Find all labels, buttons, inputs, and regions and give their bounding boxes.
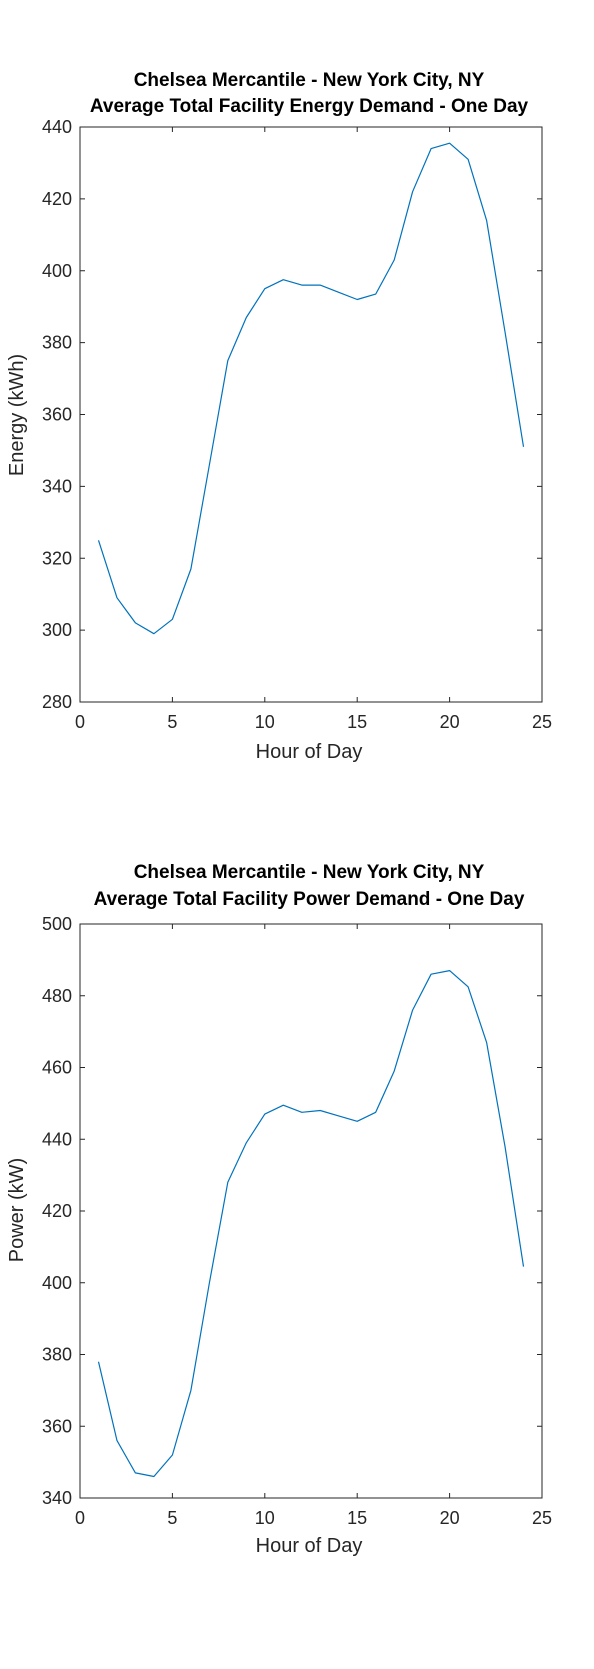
y-tick-label: 340 [42,476,72,496]
series-line [97,142,525,635]
x-tick-label: 20 [440,1508,460,1528]
y-tick-label: 380 [42,1345,72,1365]
chart-subtitle: Average Total Facility Power Demand - On… [94,889,525,910]
x-axis-label: Hour of Day [256,1535,363,1557]
plot-frame [79,126,543,703]
y-tick-label: 380 [42,333,72,353]
y-tick-label: 320 [42,548,72,568]
y-tick-label: 360 [42,405,72,425]
y-tick-label: 400 [42,1273,72,1293]
power-chart: Chelsea Mercantile - New York City, NY A… [6,862,552,1557]
x-tick-label: 25 [532,712,552,732]
y-tick-label: 440 [42,117,72,137]
chart-subtitle: Average Total Facility Energy Demand - O… [90,96,529,117]
x-tick-label: 0 [75,1508,85,1528]
x-axis-label: Hour of Day [256,741,363,763]
x-tick-label: 10 [255,1508,275,1528]
y-tick-label: 480 [42,986,72,1006]
y-tick-label: 340 [42,1488,72,1508]
y-axis-label: Power (kW) [6,1158,28,1262]
chart-title: Chelsea Mercantile - New York City, NY [134,862,485,883]
x-tick-label: 5 [167,1508,177,1528]
y-tick-label: 280 [42,692,72,712]
y-axis-label: Energy (kWh) [6,354,28,476]
y-tick-label: 420 [42,189,72,209]
y-tick-label: 300 [42,620,72,640]
series-line [97,969,525,1478]
y-tick-label: 400 [42,261,72,281]
x-tick-label: 10 [255,712,275,732]
y-tick-label: 420 [42,1201,72,1221]
chart-title: Chelsea Mercantile - New York City, NY [134,70,485,91]
y-tick-label: 360 [42,1416,72,1436]
x-tick-label: 5 [167,712,177,732]
x-tick-label: 0 [75,712,85,732]
y-tick-label: 500 [42,914,72,934]
x-tick-label: 25 [532,1508,552,1528]
energy-chart: Chelsea Mercantile - New York City, NY A… [6,70,552,763]
y-tick-label: 460 [42,1058,72,1078]
plot-frame [79,923,543,1499]
x-tick-label: 15 [347,1508,367,1528]
y-tick-label: 440 [42,1129,72,1149]
x-tick-label: 20 [440,712,460,732]
x-tick-label: 15 [347,712,367,732]
